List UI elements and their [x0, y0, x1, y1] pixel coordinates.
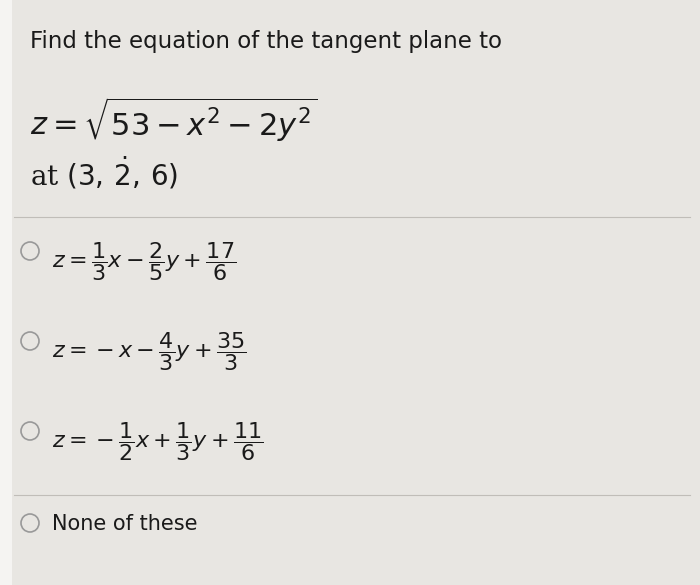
- Text: at $(3,\,\dot{2},\,6)$: at $(3,\,\dot{2},\,6)$: [30, 155, 178, 191]
- Text: $z = \dfrac{1}{3}x - \dfrac{2}{5}y + \dfrac{17}{6}$: $z = \dfrac{1}{3}x - \dfrac{2}{5}y + \df…: [52, 240, 236, 283]
- Text: None of these: None of these: [52, 514, 197, 534]
- Text: $z = -\dfrac{1}{2}x + \dfrac{1}{3}y + \dfrac{11}{6}$: $z = -\dfrac{1}{2}x + \dfrac{1}{3}y + \d…: [52, 420, 263, 463]
- Bar: [0, 0, 12, 585]
- Text: $z = \sqrt{53 - x^2 - 2y^2}$: $z = \sqrt{53 - x^2 - 2y^2}$: [30, 95, 317, 143]
- Text: $z = -x - \dfrac{4}{3}y + \dfrac{35}{3}$: $z = -x - \dfrac{4}{3}y + \dfrac{35}{3}$: [52, 330, 246, 373]
- Text: Find the equation of the tangent plane to: Find the equation of the tangent plane t…: [30, 30, 502, 53]
